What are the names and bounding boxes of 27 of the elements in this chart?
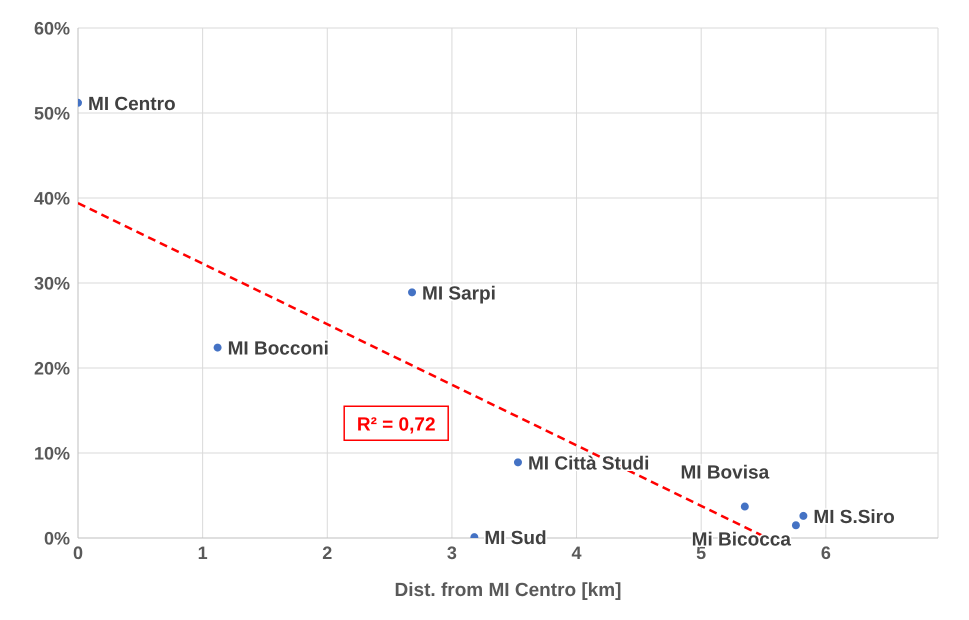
- point: [214, 344, 222, 352]
- y-tick-label: 40%: [34, 188, 70, 208]
- annotation: MI Bovisa: [680, 462, 770, 484]
- point: [792, 521, 800, 530]
- annotation: MI Sud: [484, 528, 547, 550]
- annotation: MI Centro: [88, 94, 176, 115]
- annotation: MI S.Siro: [813, 506, 895, 528]
- x-axis-title: Dist. from MI Centro [km]: [394, 580, 622, 601]
- x-tick-label: 3: [446, 542, 457, 563]
- x-tick-label: 2: [322, 542, 332, 563]
- y-tick-label: 50%: [34, 103, 70, 124]
- x-tick-label: 0: [72, 542, 84, 563]
- y-tick-label: 30%: [34, 273, 70, 294]
- annotation: MI Bocconi: [228, 338, 329, 360]
- y-tick-label: 0%: [44, 528, 70, 548]
- point: [408, 288, 416, 296]
- y-tick-label: 60%: [34, 18, 70, 38]
- x-tick-label: 6: [820, 542, 831, 563]
- y-tick-label: 20%: [34, 358, 70, 378]
- x-tick-label: 4: [572, 542, 582, 563]
- annotation: R² = 0,72: [356, 414, 436, 436]
- point: [799, 512, 808, 520]
- point: [740, 502, 749, 511]
- x-tick-label: 1: [198, 542, 208, 563]
- y-tick-label: 10%: [34, 443, 70, 464]
- point: [514, 458, 522, 466]
- annotation: MI Sarpi: [422, 283, 496, 304]
